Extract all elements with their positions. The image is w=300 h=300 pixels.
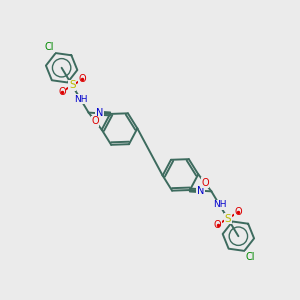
- Text: NH: NH: [74, 94, 87, 103]
- Text: O: O: [214, 220, 221, 230]
- Text: O: O: [234, 207, 242, 218]
- Text: O: O: [58, 87, 66, 97]
- Text: Cl: Cl: [45, 42, 54, 52]
- Text: O: O: [91, 116, 99, 126]
- Text: O: O: [201, 178, 209, 188]
- Text: S: S: [224, 214, 231, 224]
- Text: O: O: [79, 74, 86, 84]
- Text: NH: NH: [213, 200, 226, 209]
- Text: N: N: [96, 108, 103, 118]
- Text: Cl: Cl: [246, 252, 255, 262]
- Text: S: S: [69, 80, 76, 90]
- Text: N: N: [197, 186, 204, 196]
